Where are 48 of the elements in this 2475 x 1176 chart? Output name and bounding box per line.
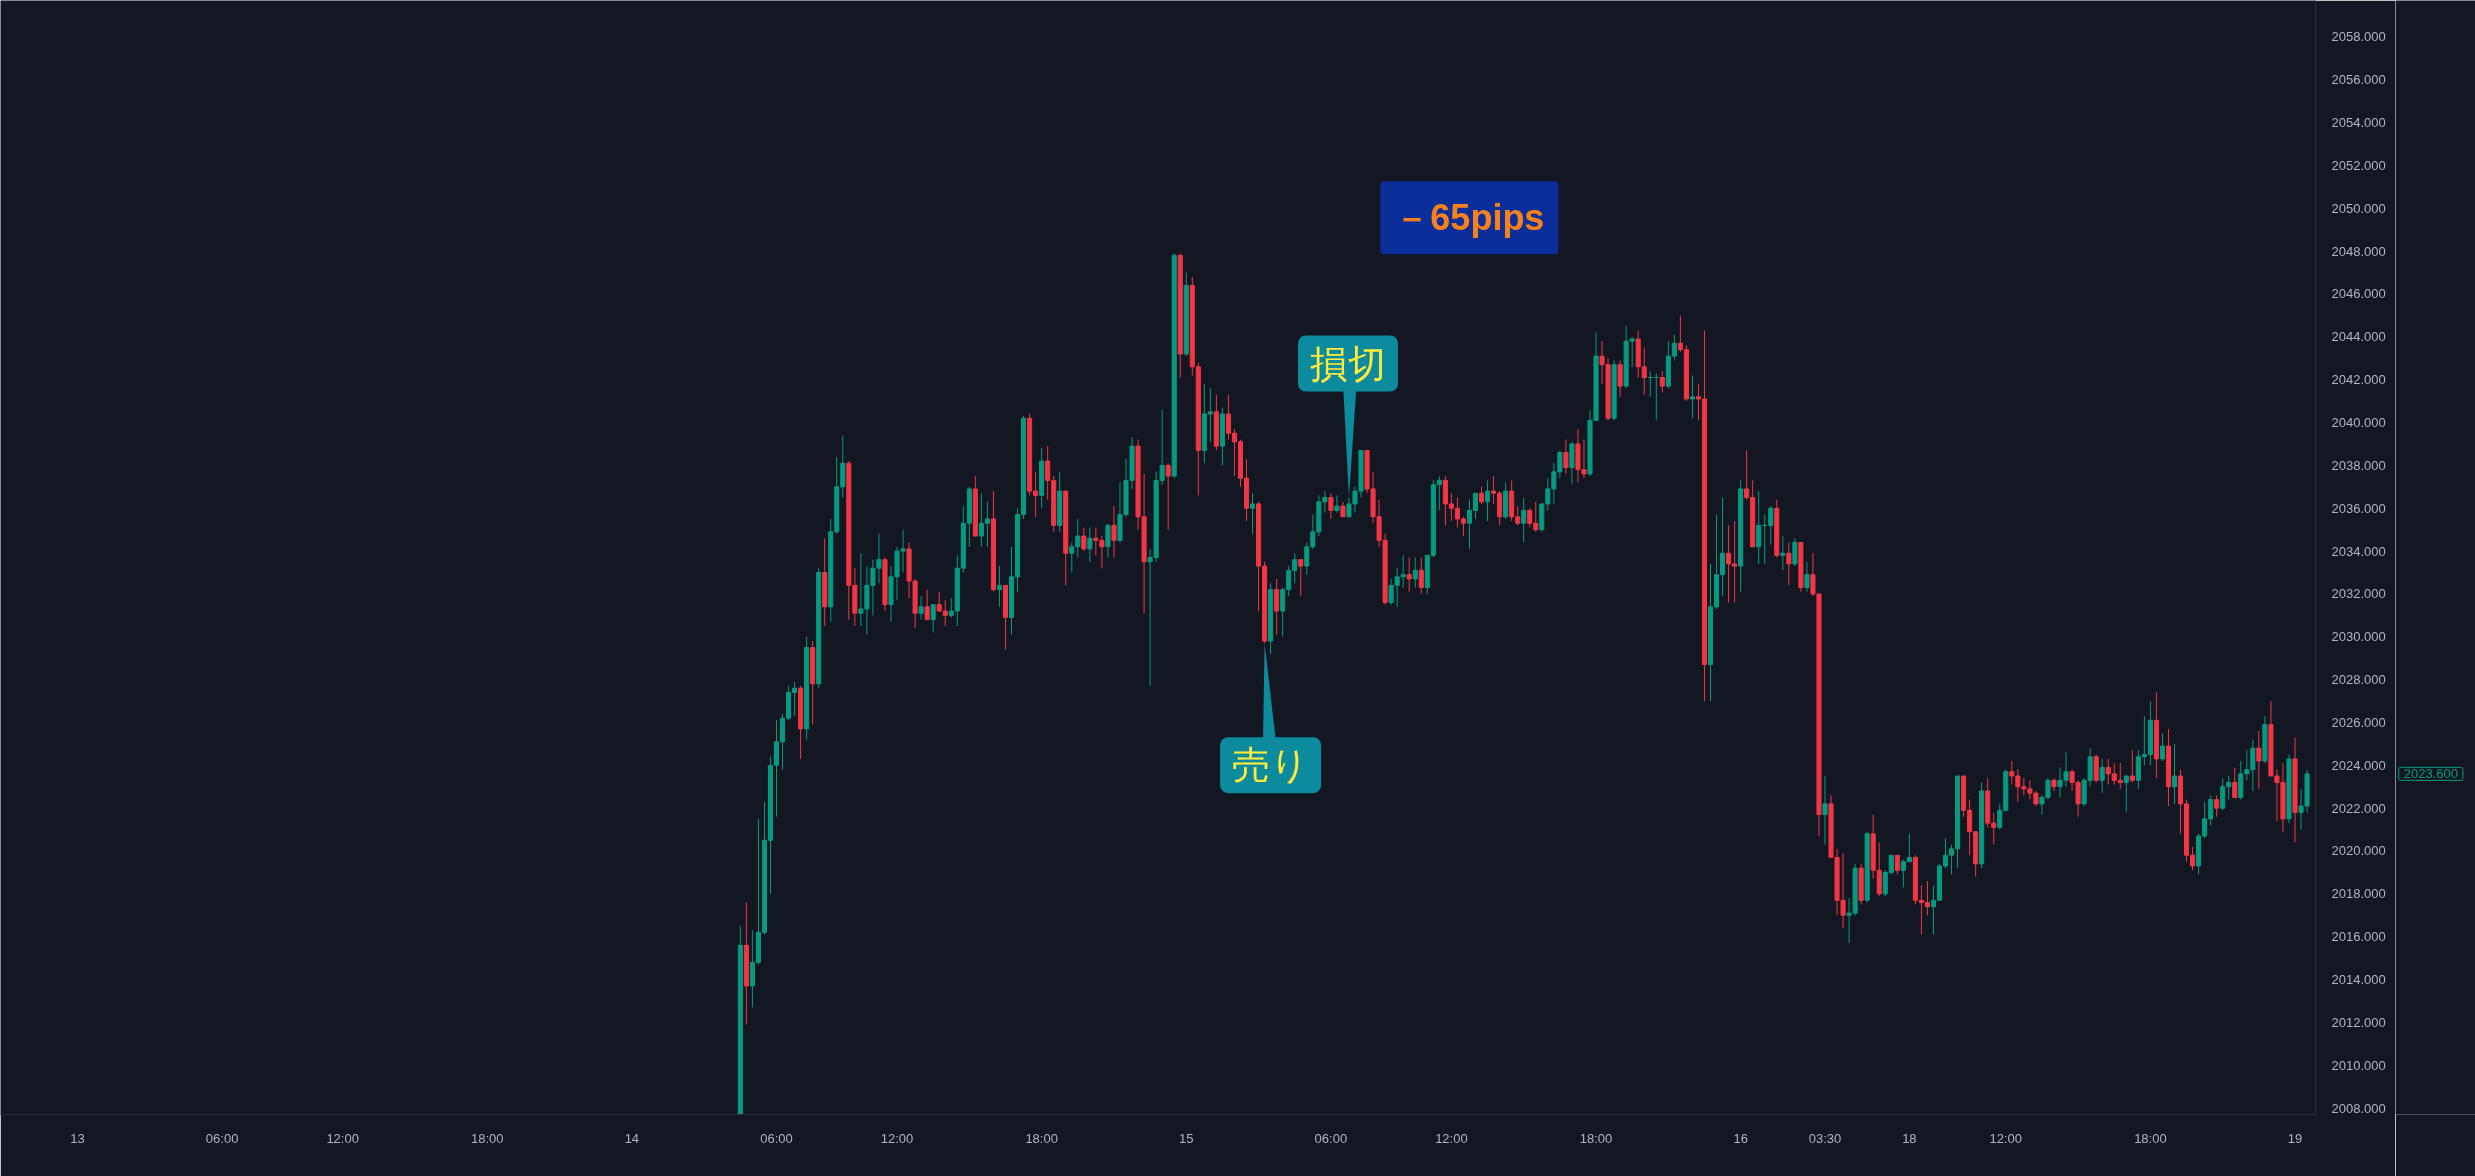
x-tick-label: 18:00 xyxy=(2134,1130,2167,1146)
y-tick-label: 2028.000 xyxy=(2331,672,2386,688)
x-tick-label: 06:00 xyxy=(1314,1130,1348,1146)
y-tick-label: 2026.000 xyxy=(2331,714,2386,730)
x-tick-label: 12:00 xyxy=(880,1130,914,1146)
y-tick-label: 2040.000 xyxy=(2331,415,2386,431)
y-tick-label: 2038.000 xyxy=(2331,457,2386,473)
y-tick-label: 2052.000 xyxy=(2331,157,2386,173)
x-tick-label: 12:00 xyxy=(326,1130,359,1146)
y-tick-label: 2036.000 xyxy=(2331,500,2386,516)
x-tick-label: 06:00 xyxy=(760,1130,793,1146)
annotation: 損切 xyxy=(1309,341,1386,386)
y-tick-label: 2012.000 xyxy=(2331,1014,2386,1030)
y-tick-label: 2044.000 xyxy=(2331,329,2386,345)
x-tick-label: 19 xyxy=(2287,1130,2303,1146)
y-tick-label: 2048.000 xyxy=(2331,243,2386,259)
y-tick-label: 2022.000 xyxy=(2331,800,2386,816)
x-tick-label: 16 xyxy=(1733,1130,1748,1146)
y-tick-label: 2032.000 xyxy=(2331,586,2386,602)
annotation: －65pips xyxy=(1394,197,1545,239)
y-tick-label: 2024.000 xyxy=(2331,757,2386,773)
y-tick-label: 2010.000 xyxy=(2331,1057,2386,1073)
x-tick-label: 15 xyxy=(1179,1130,1194,1146)
x-tick-label: 18 xyxy=(1902,1130,1917,1146)
x-tick-label: 14 xyxy=(624,1130,640,1146)
x-tick-label: 12:00 xyxy=(1435,1130,1468,1146)
text: 2023.600 xyxy=(2403,766,2458,782)
y-tick-label: 2058.000 xyxy=(2331,29,2386,45)
y-tick-label: 2054.000 xyxy=(2331,115,2386,131)
x-tick-label: 06:00 xyxy=(205,1130,239,1146)
x-tick-label: 12:00 xyxy=(1989,1130,2023,1146)
y-tick-label: 2008.000 xyxy=(2331,1100,2386,1116)
y-tick-label: 2020.000 xyxy=(2331,843,2386,859)
y-tick-label: 2034.000 xyxy=(2331,543,2386,559)
x-tick-label: 18:00 xyxy=(1579,1130,1613,1146)
x-tick-label: 18:00 xyxy=(471,1130,504,1146)
x-tick-label: 13 xyxy=(70,1130,85,1146)
y-tick-label: 2014.000 xyxy=(2331,972,2386,988)
y-tick-label: 2050.000 xyxy=(2331,200,2386,216)
x-tick-label: 03:30 xyxy=(1808,1130,1842,1146)
y-tick-label: 2046.000 xyxy=(2331,286,2386,302)
y-tick-label: 2030.000 xyxy=(2331,629,2386,645)
y-tick-label: 2016.000 xyxy=(2331,929,2386,945)
x-tick-label: 18:00 xyxy=(1025,1130,1058,1146)
annotation: 売り xyxy=(1232,743,1310,788)
y-tick-label: 2018.000 xyxy=(2331,886,2386,902)
y-tick-label: 2042.000 xyxy=(2331,372,2386,388)
y-tick-label: 2056.000 xyxy=(2331,72,2386,88)
